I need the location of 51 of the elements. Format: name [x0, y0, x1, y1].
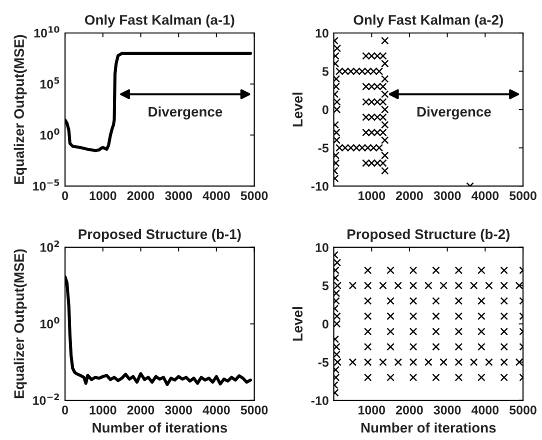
y-axis-title: Level [292, 92, 303, 126]
y-tick-label: 10$^{2}$ [40, 240, 60, 252]
y-axis-title: Equalizer Output(MSE) [14, 35, 27, 184]
x-tick-label: 5000 [510, 406, 536, 414]
chart-title: Only Fast Kalman (a-1) [84, 14, 234, 28]
y-tick-label: 0 [322, 320, 328, 329]
y-tick-label: 10$^{−5}$ [33, 179, 60, 191]
y-tick-label: -10 [311, 396, 328, 406]
x-tick-label: 3000 [434, 191, 461, 200]
x-tick-label: 1000 [358, 191, 386, 200]
y-tick-label: 10$^{5}$ [40, 77, 60, 89]
x-tick-label: 4000 [471, 191, 499, 200]
y-tick-label: 10 [316, 28, 328, 38]
x-tick-label: 1000 [90, 191, 116, 200]
x-tick-label: 2000 [127, 406, 154, 414]
y-tick-label: -5 [318, 358, 329, 367]
y-tick-label: 5 [322, 282, 329, 290]
x-axis-title: Number of iterations [92, 422, 228, 433]
x-tick-label: 1000 [90, 406, 116, 414]
annotation: Divergence [148, 106, 222, 120]
y-tick-label: 10$^{10}$ [34, 26, 60, 38]
x-tick-label: 2000 [127, 191, 154, 200]
x-tick-label: 3000 [164, 191, 192, 200]
x-tick-label: 0 [62, 406, 68, 414]
annotation: Divergence [417, 106, 491, 120]
x-tick-label: 3000 [434, 406, 461, 414]
y-tick-label: 10$^{0}$ [40, 317, 60, 328]
y-tick-label: 10$^{−2}$ [33, 394, 59, 405]
y-axis-title: Level [292, 307, 303, 341]
x-tick-label: 4000 [471, 406, 499, 414]
x-tick-label: 4000 [202, 406, 230, 414]
y-tick-label: 5 [322, 67, 329, 76]
y-axis-title: Equalizer Output(MSE) [14, 249, 27, 398]
x-tick-label: 2000 [396, 191, 423, 200]
x-tick-label: 5000 [240, 191, 268, 200]
chart-title: Proposed Structure (b-1) [78, 228, 241, 242]
chart-title: Proposed Structure (b-2) [348, 228, 510, 242]
x-tick-label: 4000 [202, 191, 230, 200]
y-tick-label: 0 [322, 105, 328, 114]
y-tick-label: -5 [318, 144, 329, 152]
x-tick-label: 1000 [358, 406, 386, 414]
x-tick-label: 5000 [240, 406, 268, 414]
x-tick-label: 5000 [510, 191, 536, 200]
x-axis-title: Number of iterations [361, 422, 496, 433]
x-tick-label: 3000 [164, 406, 192, 414]
y-tick-label: -10 [311, 182, 328, 191]
chart-title: Only Fast Kalman (a-2) [354, 14, 503, 28]
x-tick-label: 0 [62, 191, 68, 200]
y-tick-label: 10 [316, 243, 328, 252]
x-tick-label: 2000 [396, 406, 423, 414]
y-tick-label: 10$^{0}$ [40, 128, 60, 140]
